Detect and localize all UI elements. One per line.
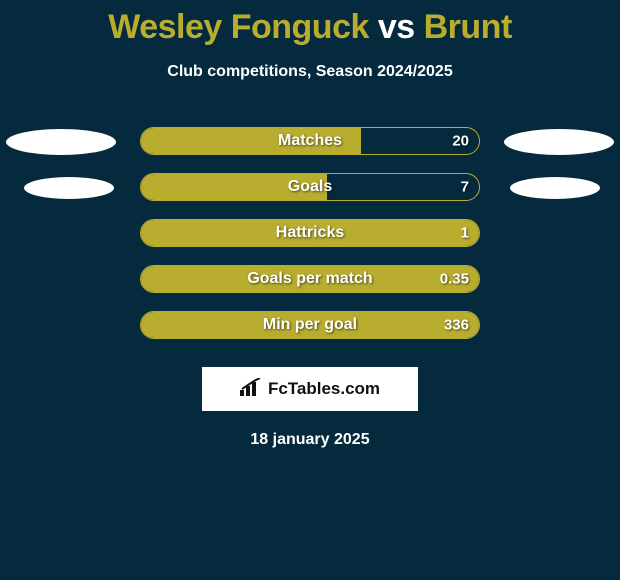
bar-value: 20 <box>452 133 469 150</box>
stat-row: Hattricks 1 <box>0 211 620 257</box>
title-player2: Brunt <box>424 8 512 46</box>
bars-ascending-icon <box>240 378 268 401</box>
bar-value: 7 <box>461 179 469 196</box>
subtitle: Club competitions, Season 2024/2025 <box>0 63 620 81</box>
bar-track: Matches 20 <box>140 127 480 155</box>
stat-row: Goals per match 0.35 <box>0 257 620 303</box>
stat-rows: Matches 20 Goals 7 Hattricks 1 Goals per match… <box>0 119 620 349</box>
brand-text: FcTables.com <box>268 379 380 399</box>
date-text: 18 january 2025 <box>0 431 620 449</box>
bar-label: Min per goal <box>263 316 357 334</box>
brand-box: FcTables.com <box>202 367 418 411</box>
side-oval-left <box>6 129 116 155</box>
stat-row: Min per goal 336 <box>0 303 620 349</box>
bar-value: 1 <box>461 225 469 242</box>
stat-row: Goals 7 <box>0 165 620 211</box>
page-title: Wesley Fonguck vs Brunt <box>0 0 620 47</box>
bar-label: Goals <box>288 178 332 196</box>
bar-label: Matches <box>278 132 342 150</box>
title-player1: Wesley Fonguck <box>108 8 369 46</box>
bar-track: Goals 7 <box>140 173 480 201</box>
side-oval-left <box>24 177 114 199</box>
title-vs: vs <box>378 8 415 46</box>
bar-value: 336 <box>444 317 469 334</box>
bar-track: Min per goal 336 <box>140 311 480 339</box>
stat-row: Matches 20 <box>0 119 620 165</box>
bar-value: 0.35 <box>440 271 469 288</box>
bar-track: Goals per match 0.35 <box>140 265 480 293</box>
bar-label: Hattricks <box>276 224 344 242</box>
side-oval-right <box>510 177 600 199</box>
bar-track: Hattricks 1 <box>140 219 480 247</box>
side-oval-right <box>504 129 614 155</box>
bar-label: Goals per match <box>247 270 372 288</box>
